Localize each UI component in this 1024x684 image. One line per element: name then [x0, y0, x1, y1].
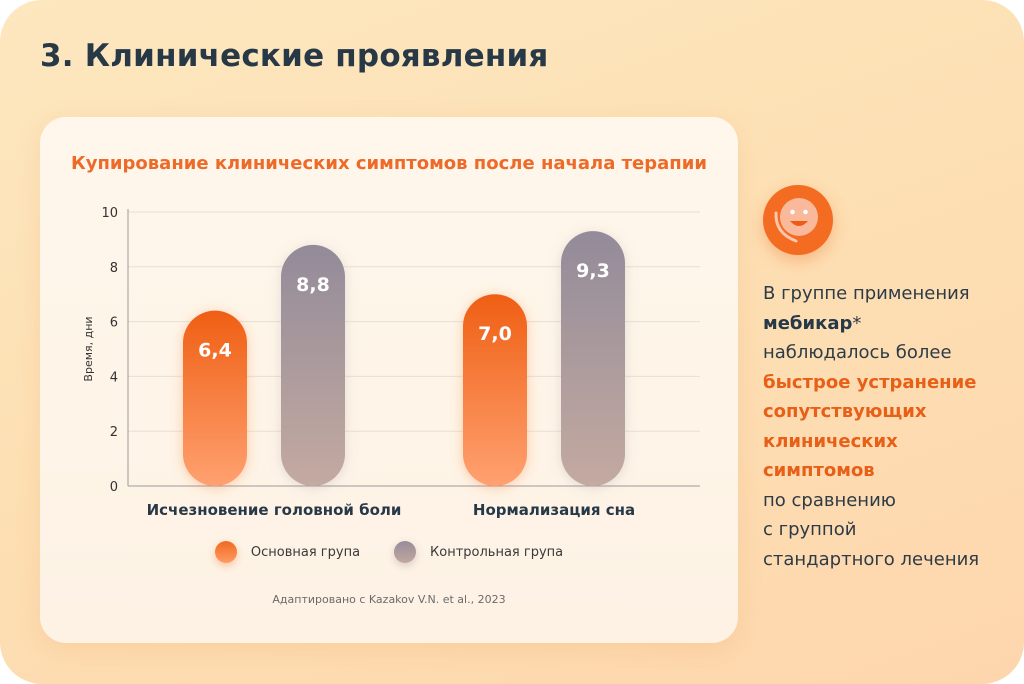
summary-line: В группе применения [763, 279, 1013, 309]
page-title: 3. Клинические проявления [40, 38, 549, 74]
summary-line: стандартного лечения [763, 545, 1013, 575]
legend-label-control: Контрольная група [430, 544, 564, 560]
y-tick-label: 2 [110, 425, 118, 440]
summary-line: клинических [763, 427, 1013, 457]
y-tick-label: 0 [110, 480, 118, 495]
y-tick-label: 8 [110, 261, 118, 276]
legend-swatch-main [214, 541, 237, 563]
bar-value-label: 9,3 [576, 260, 610, 282]
y-tick-label: 10 [101, 206, 118, 221]
bars: 6,4 8,8 7,0 9,3 [183, 231, 625, 486]
summary-line: симптомов [763, 456, 1013, 486]
bar-control-group [561, 231, 625, 486]
summary-line-text: клинических [763, 430, 898, 452]
summary-line-text: симптомов [763, 460, 875, 481]
summary-line: быстрое устранение [763, 368, 1013, 398]
bar-value-label: 6,4 [198, 340, 232, 362]
summary-line: с группой [763, 515, 1013, 545]
asterisk: * [852, 312, 862, 334]
y-axis-label: Время, дни [82, 316, 95, 381]
summary-line-text: наблюдалось более [763, 342, 952, 363]
legend-swatch-control [394, 541, 417, 563]
legend-label-main: Основная група [250, 544, 361, 560]
category-label: Нормализация сна [473, 501, 635, 519]
y-axis-ticks: 0 2 4 6 8 10 [101, 206, 118, 495]
category-labels: Исчезновение головной боли Нормализация с… [147, 501, 636, 519]
summary-line-text: по сравнению [763, 489, 896, 511]
chart-title: Купирование клинических симптомов после … [71, 153, 707, 174]
bar-chart: 0 2 4 6 8 10 Время, дни 6,4 8,8 7,0 9,3 Исчезнов… [82, 206, 700, 519]
bar-control-group [281, 244, 345, 486]
bar-value-label: 8,8 [296, 274, 330, 296]
summary-line: сопутствующих [763, 397, 1013, 427]
summary-line-text: мебикар [763, 312, 853, 334]
source-note: Адаптировано с Kazakov V.N. et al., 2023 [272, 593, 506, 606]
legend-item-main: Основная група [214, 541, 361, 563]
summary-line: по сравнению [763, 486, 1013, 516]
smiley-face-icon [763, 185, 833, 255]
summary-line-text: с группой [763, 519, 857, 540]
summary-line-text: В группе применения [763, 283, 970, 304]
y-tick-label: 4 [110, 370, 118, 385]
summary-line-text: стандартного лечения [763, 548, 980, 570]
bar-main-group [183, 310, 247, 486]
summary-line-text: сопутствующих [763, 401, 927, 422]
y-tick-label: 6 [110, 316, 118, 331]
chart-card: Купирование клинических симптомов после … [40, 117, 738, 643]
legend-item-control: Контрольная група [394, 541, 563, 563]
summary-line: наблюдалось более [763, 338, 1013, 368]
summary-line: мебикар* [763, 309, 1013, 339]
summary-text: В группе применения мебикар* наблюдалось б… [763, 279, 1013, 574]
summary-line-text: быстрое устранение [763, 371, 977, 393]
legend: Основная група Контрольная група [40, 541, 738, 563]
bar-value-label: 7,0 [478, 323, 512, 345]
category-label: Исчезновение головной боли [147, 501, 402, 519]
bar-main-group [463, 294, 527, 486]
